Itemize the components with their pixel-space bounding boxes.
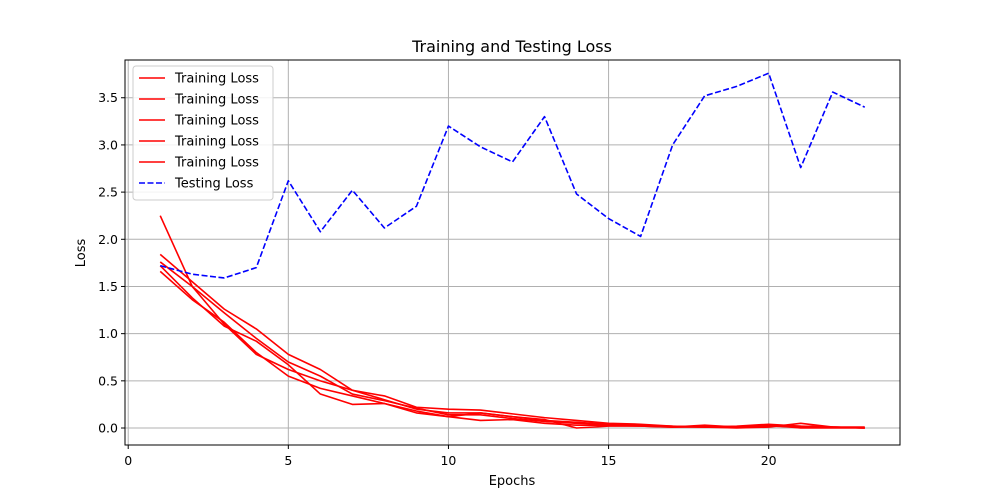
y-tick-label: 1.5 (98, 279, 118, 294)
plot-area-frame (124, 59, 901, 446)
y-tick-label: 0.5 (98, 373, 118, 388)
x-tick-label: 15 (601, 453, 617, 468)
y-axis-label: Loss (74, 239, 89, 268)
x-tick-label: 5 (284, 453, 292, 468)
training-loss-line-4 (159, 270, 865, 429)
x-tick-label: 0 (124, 453, 132, 468)
legend-label: Training Loss (174, 135, 259, 150)
legend-label: Training Loss (174, 156, 259, 171)
y-tick-label: 0.0 (98, 421, 118, 436)
legend-box (132, 65, 274, 201)
y-tick-label: 2.5 (98, 185, 118, 200)
y-tick-label: 2.0 (98, 232, 118, 247)
ticks: 0 5 10 15 20 0.0 0.5 1.0 1.5 2.0 2.5 3.0 3.5 (98, 90, 777, 468)
legend-label: Training Loss (174, 93, 259, 108)
legend-label: Training Loss (174, 72, 259, 87)
y-tick-label: 3.0 (98, 137, 118, 152)
grid (125, 60, 900, 445)
chart-title: Training and Testing Loss (411, 37, 612, 56)
training-loss-line-5 (159, 265, 865, 429)
x-tick-label: 10 (440, 453, 456, 468)
series-group (159, 72, 866, 429)
y-tick-label: 3.5 (98, 90, 118, 105)
legend: Training Loss Training Loss Training Loss T… (132, 65, 274, 201)
legend-label: Testing Loss (174, 177, 254, 192)
legend-label: Training Loss (174, 114, 259, 129)
x-tick-label: 20 (761, 453, 777, 468)
testing-loss-line (160, 72, 866, 279)
y-tick-label: 1.0 (98, 326, 118, 341)
x-axis-label: Epochs (489, 474, 536, 489)
